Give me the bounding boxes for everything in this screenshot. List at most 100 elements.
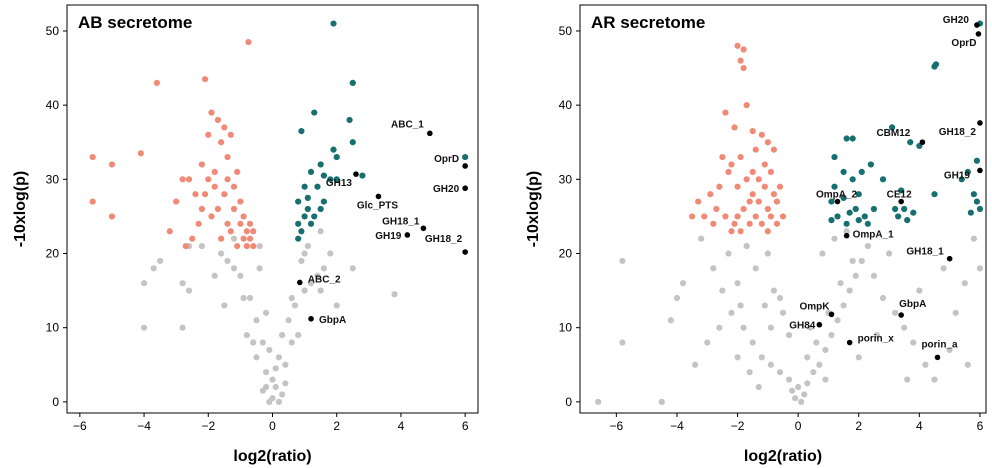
ns-point bbox=[970, 235, 977, 242]
ns-point bbox=[230, 235, 238, 242]
ns-point bbox=[788, 387, 796, 394]
down-point bbox=[211, 183, 218, 190]
down-point bbox=[701, 213, 708, 220]
ns-point bbox=[619, 257, 626, 265]
panel-title: AB secretome bbox=[78, 13, 192, 32]
y-tick-label: 40 bbox=[559, 98, 573, 112]
point-label: GH19 bbox=[944, 170, 971, 181]
x-tick-label: −2 bbox=[201, 419, 215, 433]
ns-point bbox=[282, 380, 289, 387]
up-point bbox=[976, 205, 984, 213]
up-point bbox=[879, 176, 887, 183]
down-point bbox=[205, 131, 212, 138]
ns-point bbox=[810, 369, 817, 376]
ns-point bbox=[679, 280, 687, 287]
ns-point bbox=[798, 398, 805, 405]
ns-point bbox=[776, 369, 784, 376]
up-point bbox=[311, 109, 318, 116]
ns-point bbox=[873, 332, 881, 339]
labeled-point bbox=[375, 193, 382, 200]
up-point bbox=[967, 209, 974, 216]
down-point bbox=[234, 242, 241, 250]
down-point bbox=[734, 42, 741, 49]
point-label: OmpA_2 bbox=[816, 190, 858, 201]
ns-point bbox=[259, 339, 266, 346]
up-point bbox=[333, 153, 340, 161]
point-label: CBM12 bbox=[876, 128, 910, 139]
ns-point bbox=[767, 361, 774, 368]
down-point bbox=[740, 205, 747, 213]
down-point bbox=[192, 191, 199, 198]
ns-point bbox=[892, 309, 899, 316]
ns-point bbox=[349, 265, 356, 272]
up-point bbox=[849, 135, 856, 142]
down-point bbox=[746, 198, 753, 205]
labeled-point bbox=[828, 311, 835, 318]
up-point bbox=[861, 213, 868, 220]
ns-point bbox=[658, 398, 665, 405]
up-point bbox=[864, 220, 871, 227]
ns-point bbox=[725, 250, 732, 257]
up-point bbox=[349, 139, 356, 146]
y-tick-label: 20 bbox=[46, 247, 60, 261]
down-point bbox=[737, 153, 744, 161]
y-tick-label: 10 bbox=[46, 321, 60, 335]
up-point bbox=[327, 176, 334, 183]
down-point bbox=[224, 176, 231, 183]
down-point bbox=[214, 116, 222, 124]
ns-point bbox=[792, 395, 799, 402]
up-point bbox=[843, 220, 850, 227]
ns-point bbox=[822, 376, 829, 383]
point-label: OmpA_1 bbox=[853, 230, 895, 241]
ns-point bbox=[816, 361, 823, 368]
ns-point bbox=[272, 365, 279, 372]
points-layer bbox=[89, 20, 469, 405]
down-point bbox=[737, 57, 744, 64]
ns-point bbox=[314, 272, 321, 279]
ns-point bbox=[758, 354, 765, 361]
up-point bbox=[330, 20, 337, 27]
down-point bbox=[246, 235, 254, 242]
up-point bbox=[892, 205, 899, 213]
ns-point bbox=[256, 242, 263, 250]
point-label: GH20 bbox=[433, 184, 460, 195]
labeled-point bbox=[846, 339, 853, 346]
ns-point bbox=[198, 242, 205, 250]
ns-point bbox=[801, 391, 808, 398]
down-point bbox=[153, 79, 161, 86]
down-point bbox=[731, 220, 738, 227]
down-point bbox=[89, 153, 96, 161]
y-tick-label: 50 bbox=[46, 24, 60, 38]
down-point bbox=[245, 38, 252, 46]
x-axis-title: log2(ratio) bbox=[744, 448, 822, 465]
ns-point bbox=[250, 339, 257, 346]
labeled-point bbox=[834, 198, 841, 205]
down-point bbox=[208, 109, 215, 116]
down-point bbox=[224, 220, 231, 227]
up-point bbox=[317, 205, 324, 213]
ns-point bbox=[840, 302, 847, 309]
down-point bbox=[773, 198, 781, 205]
ns-point bbox=[795, 383, 802, 391]
x-tick-label: −6 bbox=[610, 419, 624, 433]
ns-point bbox=[179, 324, 186, 331]
ns-point bbox=[837, 280, 844, 287]
labeled-point bbox=[296, 279, 303, 286]
up-point bbox=[907, 139, 914, 146]
up-point bbox=[320, 198, 327, 205]
labeled-point bbox=[353, 171, 359, 177]
labeled-point bbox=[427, 130, 433, 137]
x-tick-label: 4 bbox=[916, 419, 923, 433]
point-label: porin_a bbox=[921, 339, 958, 350]
chart-panel-1: −6 −4 −2 0 2 4 6 0 10 20 30 40 50 log2(ratio) -10xlog(… bbox=[12, 4, 479, 465]
ns-point bbox=[767, 324, 774, 331]
up-point bbox=[973, 157, 981, 164]
down-point bbox=[230, 183, 238, 190]
y-tick-label: 30 bbox=[559, 172, 573, 186]
ns-point bbox=[961, 280, 968, 287]
up-point bbox=[359, 172, 366, 179]
ns-point bbox=[807, 324, 814, 331]
up-point bbox=[858, 168, 865, 176]
ns-point bbox=[804, 380, 811, 387]
down-point bbox=[755, 176, 762, 183]
